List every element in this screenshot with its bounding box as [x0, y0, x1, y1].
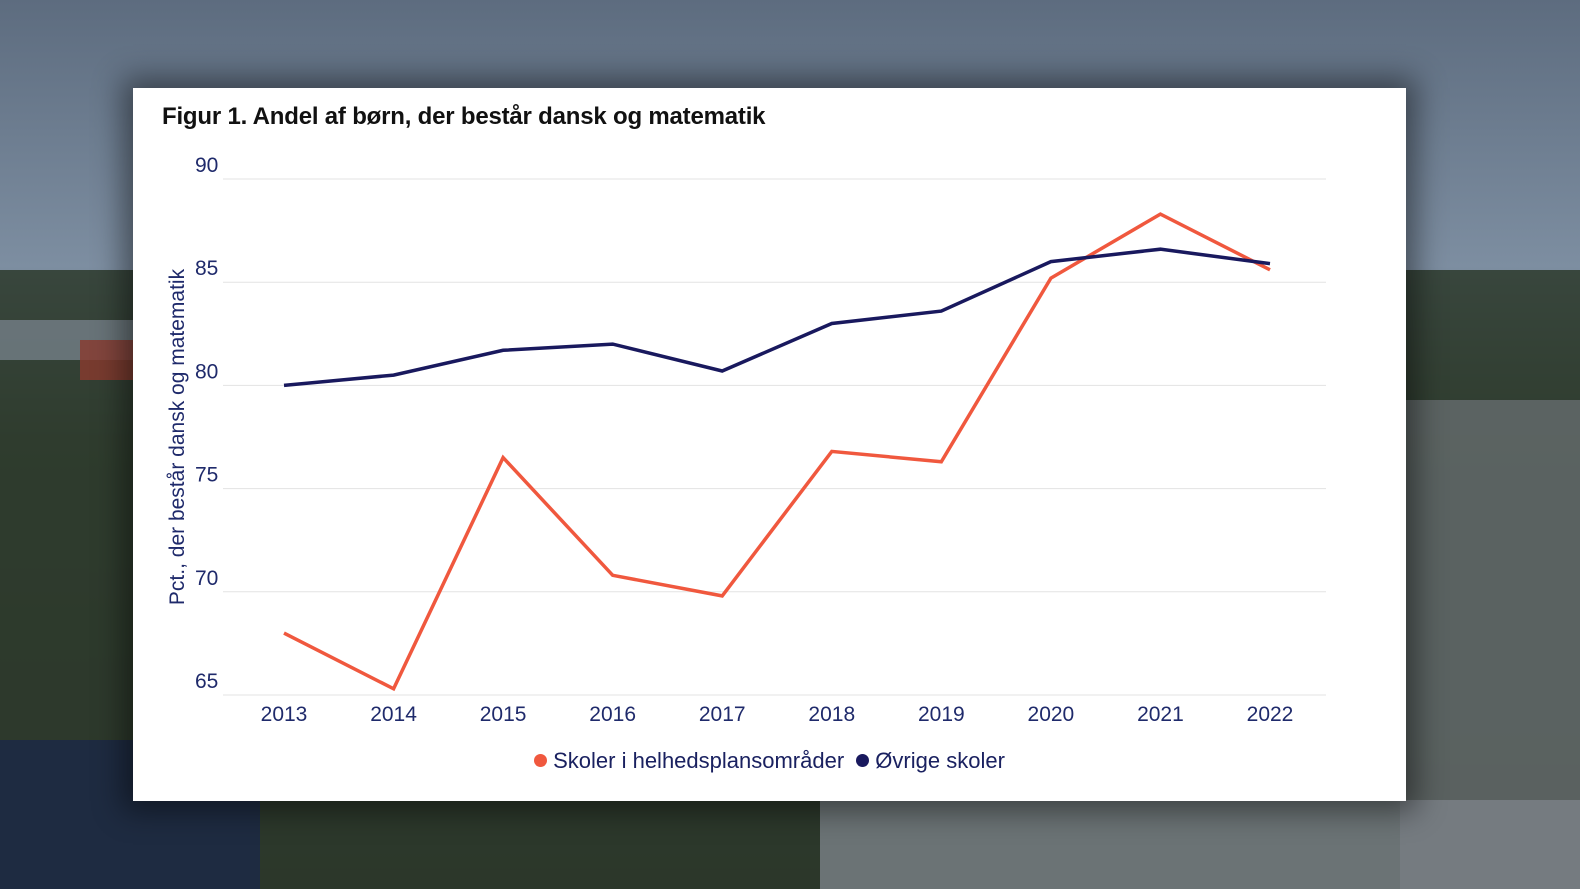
x-tick-label: 2021 [1137, 703, 1184, 726]
y-tick-label: 65 [195, 670, 218, 693]
y-tick-label: 70 [195, 567, 218, 590]
series-lines [283, 212, 1271, 692]
legend-marker-helhedsplan [534, 754, 548, 767]
legend-item-ovrige[interactable]: Øvrige skoler [856, 748, 1005, 774]
y-tick-label: 90 [195, 154, 218, 177]
x-tick-label: 2022 [1247, 703, 1294, 726]
x-tick-label: 2017 [699, 703, 746, 726]
legend-marker-ovrige [856, 754, 870, 767]
x-tick-label: 2016 [589, 703, 636, 726]
legend-item-helhedsplan[interactable]: Skoler i helhedsplansområder [534, 748, 844, 774]
y-axis-label: Pct., der består dansk og matematik [166, 268, 189, 605]
chart-card: Figur 1. Andel af børn, der består dansk… [133, 88, 1406, 801]
legend-label-ovrige: Øvrige skoler [875, 748, 1005, 773]
x-axis-ticks: 2013 2014 2015 2016 2017 2018 2019 2020 2021 2022 [261, 703, 1294, 726]
legend: Skoler i helhedsplansområder Øvrige skol… [133, 748, 1406, 774]
x-tick-label: 2018 [808, 703, 855, 726]
x-tick-label: 2013 [261, 703, 308, 726]
x-tick-label: 2019 [918, 703, 965, 726]
x-tick-label: 2015 [480, 703, 527, 726]
gridlines [223, 178, 1326, 696]
series-line-helhedsplan[interactable] [283, 212, 1271, 692]
x-tick-label: 2020 [1028, 703, 1075, 726]
legend-label-helhedsplan: Skoler i helhedsplansområder [553, 748, 845, 773]
y-axis-ticks: 65 70 75 80 85 90 [195, 154, 218, 693]
x-tick-label: 2014 [370, 703, 417, 726]
chart-title: Figur 1. Andel af børn, der består dansk… [162, 103, 766, 130]
y-tick-label: 80 [195, 360, 218, 383]
y-tick-label: 75 [195, 464, 218, 487]
y-tick-label: 85 [195, 257, 218, 280]
series-line-ovrige[interactable] [283, 247, 1271, 388]
